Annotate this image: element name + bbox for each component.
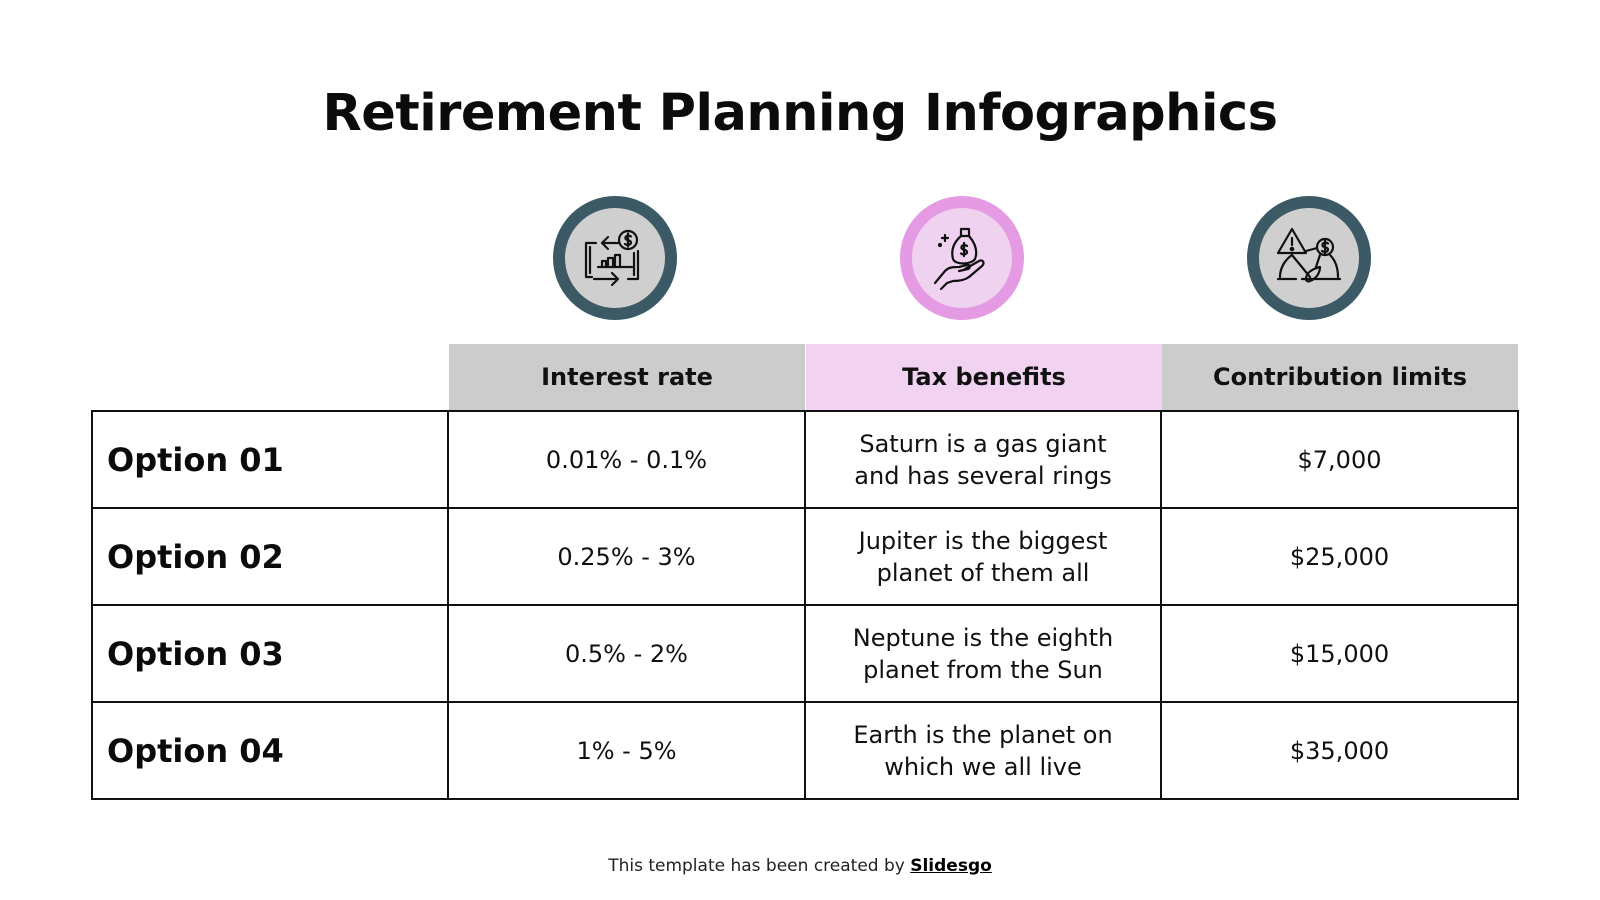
comparison-table: Option 01 0.01% - 0.1% Saturn is a gas g… (91, 410, 1519, 800)
risk-warning-dollar-icon (1276, 227, 1342, 283)
slide-title: Retirement Planning Infographics (322, 84, 1278, 143)
contribution-limit-cell: $15,000 (1160, 604, 1519, 703)
table-row: Option 02 0.25% - 3% Jupiter is the bigg… (91, 507, 1519, 606)
interest-rate-cell: 0.5% - 2% (447, 604, 806, 703)
interest-rate-cell: 0.01% - 0.1% (447, 410, 806, 509)
tax-benefits-cell: Neptune is the eighth planet from the Su… (804, 604, 1162, 703)
tax-benefits-cell: Saturn is a gas giant and has several ri… (804, 410, 1162, 509)
icon-badge-contribution-limits (1247, 196, 1371, 320)
interest-rate-cell: 0.25% - 3% (447, 507, 806, 606)
footer-credit: This template has been created by Slides… (0, 856, 1600, 876)
column-header-interest-rate: Interest rate (449, 344, 805, 410)
contribution-limit-cell: $25,000 (1160, 507, 1519, 606)
column-header-contribution-limits: Contribution limits (1162, 344, 1518, 410)
icon-badge-interest-rate (553, 196, 677, 320)
table-row: Option 01 0.01% - 0.1% Saturn is a gas g… (91, 410, 1519, 509)
table-row: Option 04 1% - 5% Earth is the planet on… (91, 701, 1519, 800)
column-header-tax-benefits: Tax benefits (806, 344, 1162, 410)
footer-text: This template has been created by (608, 856, 911, 876)
row-label: Option 01 (91, 410, 449, 509)
money-bag-hand-icon (933, 227, 985, 291)
contribution-limit-cell: $35,000 (1160, 701, 1519, 800)
slidesgo-link[interactable]: Slidesgo (910, 856, 992, 876)
investment-cycle-icon (584, 229, 640, 287)
interest-rate-cell: 1% - 5% (447, 701, 806, 800)
row-label: Option 03 (91, 604, 449, 703)
row-label: Option 04 (91, 701, 449, 800)
table-row: Option 03 0.5% - 2% Neptune is the eight… (91, 604, 1519, 703)
icon-badge-tax-benefits (900, 196, 1024, 320)
tax-benefits-cell: Earth is the planet on which we all live (804, 701, 1162, 800)
tax-benefits-cell: Jupiter is the biggest planet of them al… (804, 507, 1162, 606)
contribution-limit-cell: $7,000 (1160, 410, 1519, 509)
row-label: Option 02 (91, 507, 449, 606)
